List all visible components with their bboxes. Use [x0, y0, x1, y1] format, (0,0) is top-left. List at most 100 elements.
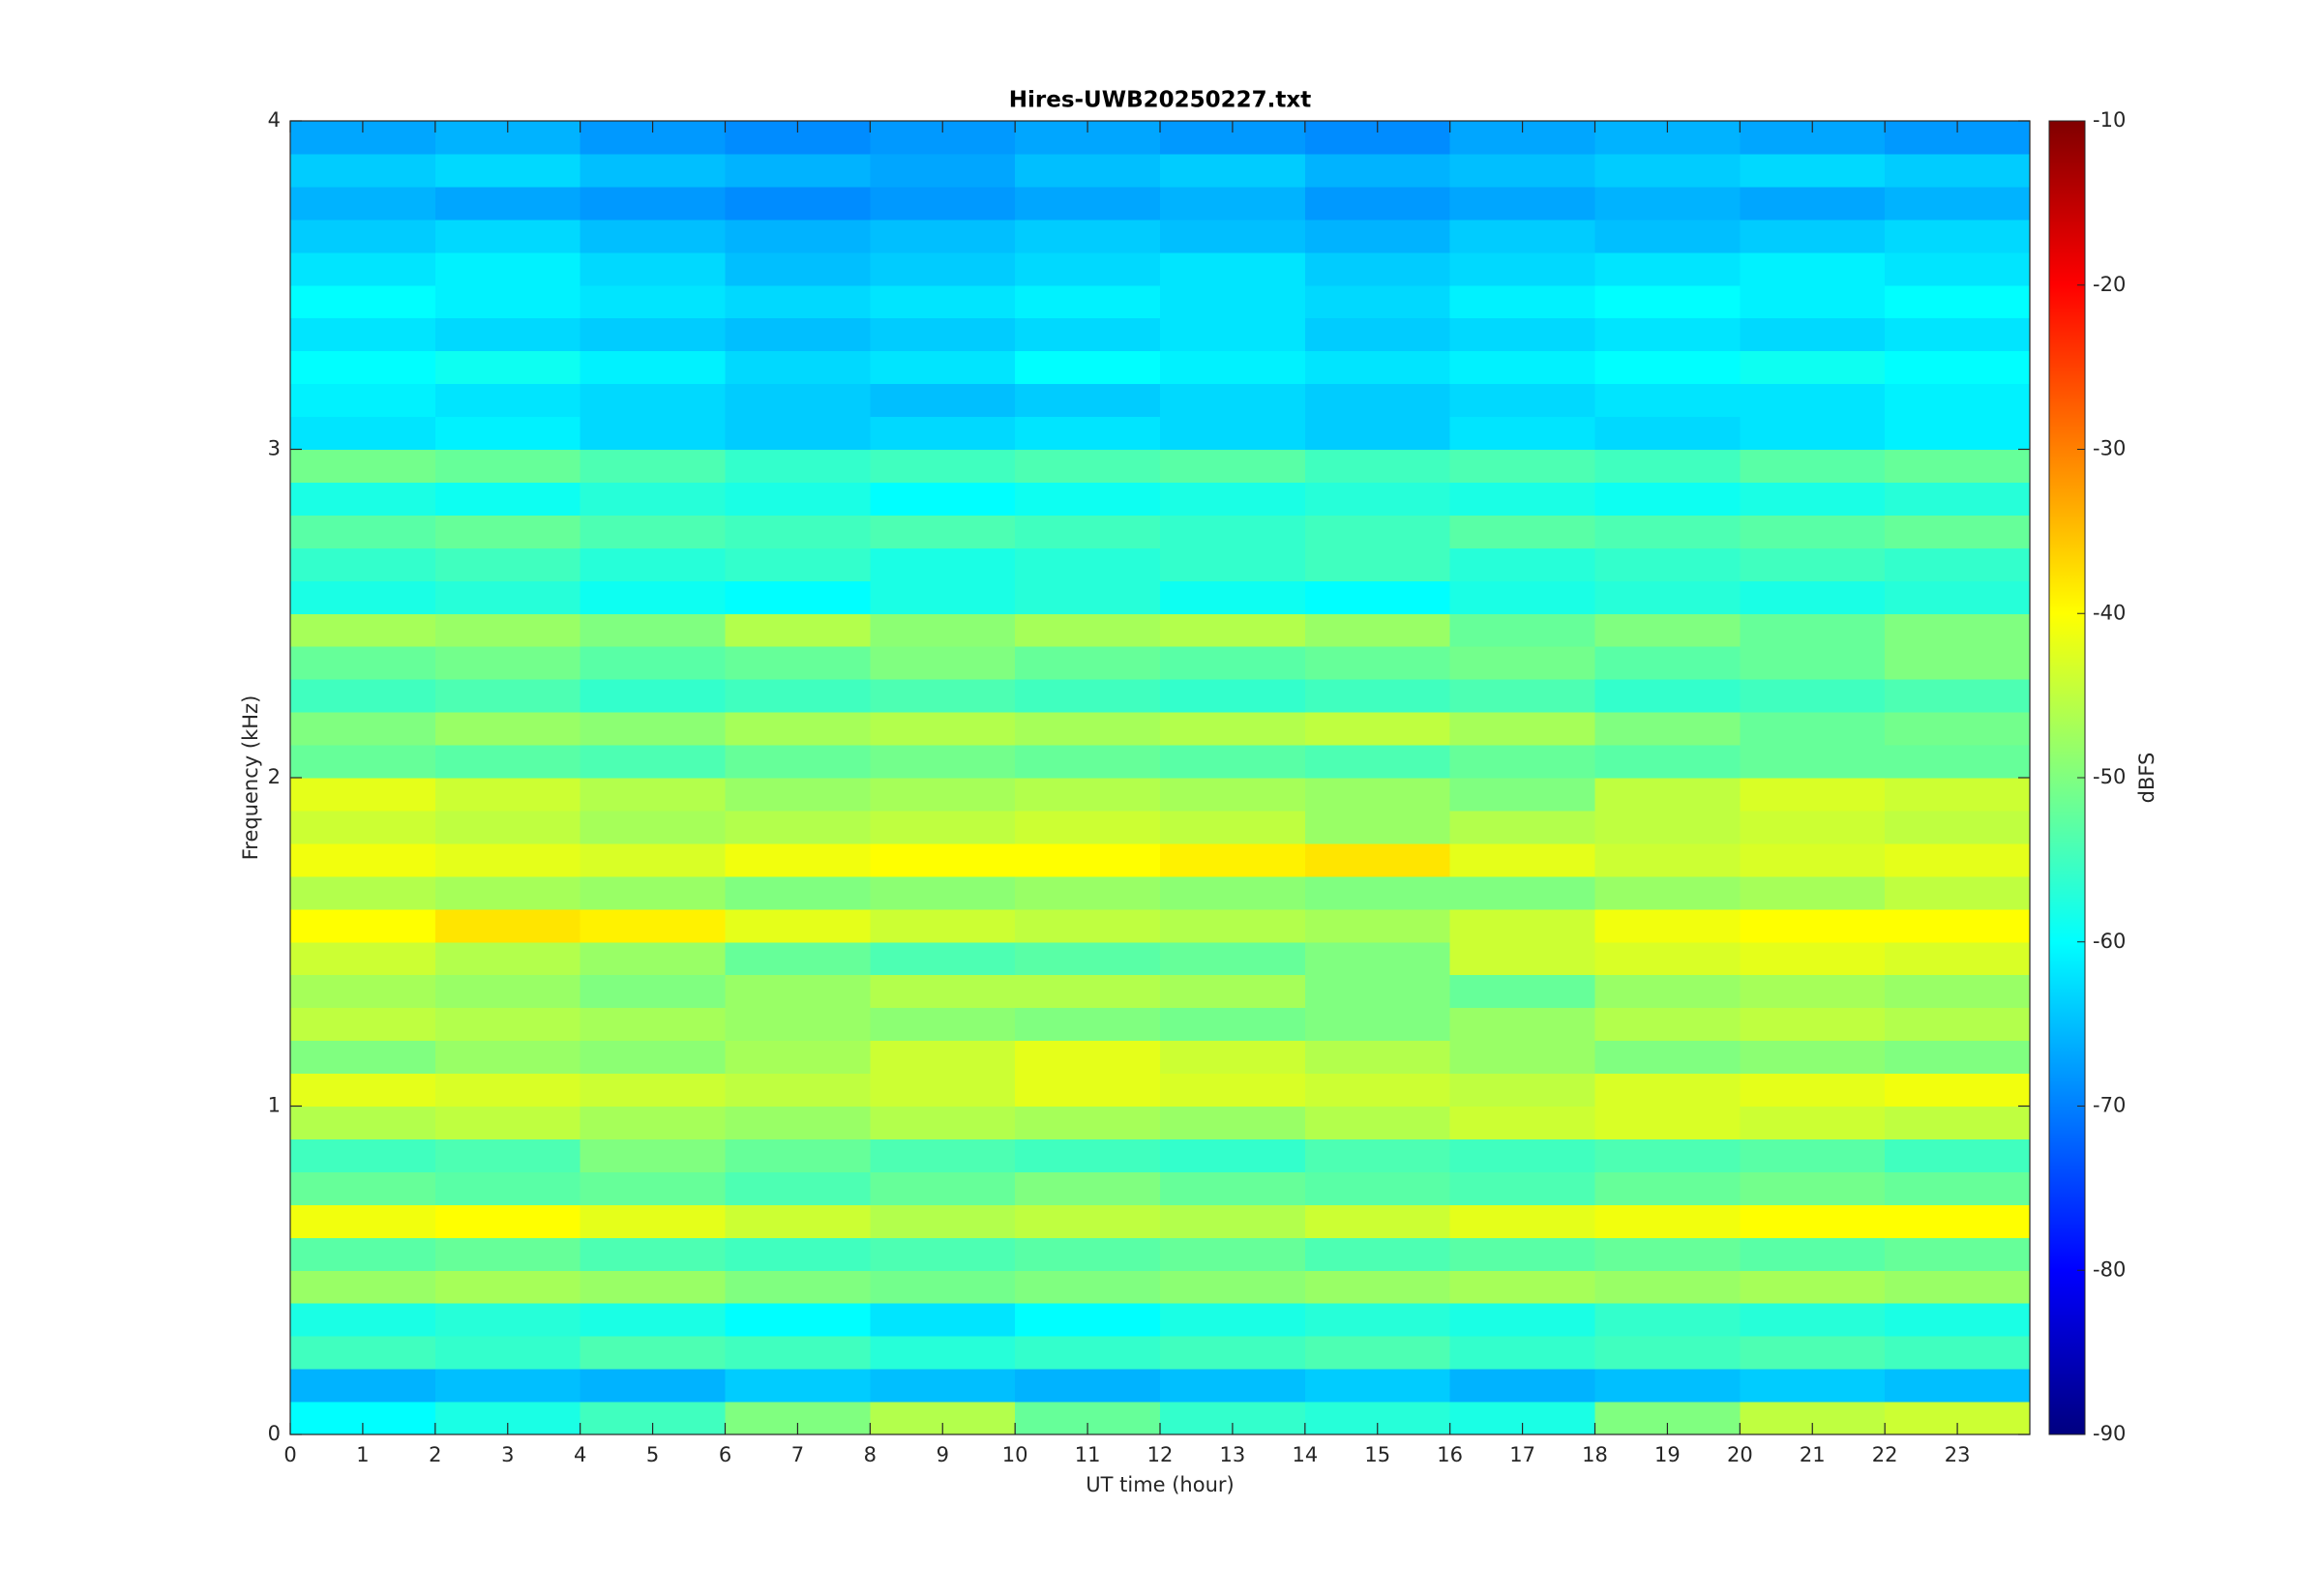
y-tick-label: 0 [268, 1422, 281, 1445]
heatmap-cell [1594, 383, 1741, 418]
heatmap-cell [1594, 153, 1741, 188]
heatmap-cell [1885, 745, 2031, 779]
heatmap-cell [725, 482, 871, 516]
y-tick-label: 3 [268, 437, 281, 460]
heatmap-cell [580, 1007, 726, 1042]
heatmap-cell [725, 219, 871, 253]
heatmap-cell [580, 941, 726, 976]
heatmap-cell [1740, 350, 1886, 385]
heatmap-cell [1740, 1073, 1886, 1107]
heatmap-cell [1015, 1369, 1161, 1403]
heatmap-cell [1449, 515, 1595, 548]
heatmap-cell [580, 712, 726, 746]
heatmap-cell [1594, 482, 1741, 516]
x-tick-label: 19 [1654, 1443, 1681, 1466]
x-tick-label: 23 [1945, 1443, 1971, 1466]
heatmap-cell [290, 580, 436, 614]
heatmap-cell [725, 1073, 871, 1107]
heatmap-cell [1304, 186, 1451, 221]
heatmap-cell [725, 1336, 871, 1370]
heatmap-cell [1160, 1369, 1306, 1403]
heatmap-cell [434, 251, 581, 286]
heatmap-cell [290, 1204, 436, 1238]
heatmap-cell [290, 449, 436, 483]
heatmap-cell [725, 1040, 871, 1075]
x-tick-label: 21 [1800, 1443, 1826, 1466]
heatmap-cell [1015, 679, 1161, 713]
heatmap-cell [1885, 778, 2031, 812]
heatmap-cell [1304, 153, 1451, 188]
heatmap-cell [1449, 974, 1595, 1009]
heatmap-cell [1015, 219, 1161, 253]
heatmap-cell [725, 515, 871, 548]
heatmap-cell [1885, 219, 2031, 253]
heatmap-cell [434, 580, 581, 614]
heatmap-cell [1740, 875, 1886, 910]
heatmap-cell [1885, 383, 2031, 418]
heatmap-cell [870, 580, 1016, 614]
heatmap-cell [434, 1204, 581, 1238]
heatmap-cell [1160, 1007, 1306, 1042]
colorbar-label: dBFS [2135, 753, 2158, 804]
heatmap-cell [870, 810, 1016, 844]
x-axis-label: UT time (hour) [1086, 1473, 1234, 1496]
heatmap-cell [1304, 416, 1451, 450]
x-tick-label: 14 [1292, 1443, 1318, 1466]
heatmap-cell [580, 1270, 726, 1304]
heatmap-cell [1594, 1073, 1741, 1107]
heatmap-cell [1160, 317, 1306, 352]
colorbar-tick-label: -90 [2093, 1422, 2126, 1445]
colorbar-tick-label: -70 [2093, 1094, 2126, 1117]
heatmap-cell [434, 1369, 581, 1403]
heatmap-cell [1740, 515, 1886, 548]
heatmap-cell [290, 284, 436, 319]
heatmap-cell [1740, 383, 1886, 418]
heatmap-cell [1304, 1171, 1451, 1205]
heatmap-cell [1449, 383, 1595, 418]
heatmap-cell [1885, 875, 2031, 910]
heatmap-cell [1304, 842, 1451, 877]
heatmap-cell [1160, 580, 1306, 614]
heatmap-cell [1594, 974, 1741, 1009]
heatmap-cell [870, 1369, 1016, 1403]
heatmap-cell [725, 186, 871, 221]
heatmap-cell [1449, 908, 1595, 943]
heatmap-cell [580, 1303, 726, 1337]
heatmap-cell [1160, 251, 1306, 286]
heatmap-cell [580, 547, 726, 581]
x-tick-label: 1 [356, 1443, 369, 1466]
heatmap-cell [434, 547, 581, 581]
heatmap-cell [434, 350, 581, 385]
heatmap-cell [290, 1270, 436, 1304]
heatmap-cell [1304, 974, 1451, 1009]
heatmap-cell [870, 1204, 1016, 1238]
heatmap-cell [1015, 875, 1161, 910]
heatmap-cell [870, 1336, 1016, 1370]
heatmap-cell [725, 1106, 871, 1139]
heatmap-cell [1740, 219, 1886, 253]
heatmap-cell [580, 1106, 726, 1139]
heatmap-cell [1449, 778, 1595, 812]
heatmap-cell [290, 547, 436, 581]
heatmap-cell [290, 1106, 436, 1139]
heatmap-cell [1885, 449, 2031, 483]
heatmap-cell [1740, 613, 1886, 647]
heatmap-cell [290, 810, 436, 844]
heatmap-cell [580, 908, 726, 943]
heatmap-cell [1594, 284, 1741, 319]
heatmap-cell [1449, 186, 1595, 221]
heatmap-cell [290, 1073, 436, 1107]
heatmap-cell [1449, 1106, 1595, 1139]
heatmap-cell [290, 941, 436, 976]
heatmap-cell [580, 482, 726, 516]
heatmap-cell [1304, 482, 1451, 516]
x-tick-label: 12 [1147, 1443, 1174, 1466]
heatmap-cell [1160, 908, 1306, 943]
heatmap-cell [290, 974, 436, 1009]
heatmap-cell [434, 778, 581, 812]
heatmap-cell [1015, 153, 1161, 188]
heatmap-cell [1740, 842, 1886, 877]
heatmap-cell [1015, 515, 1161, 548]
x-tick-label: 16 [1437, 1443, 1463, 1466]
heatmap-cell [870, 1270, 1016, 1304]
